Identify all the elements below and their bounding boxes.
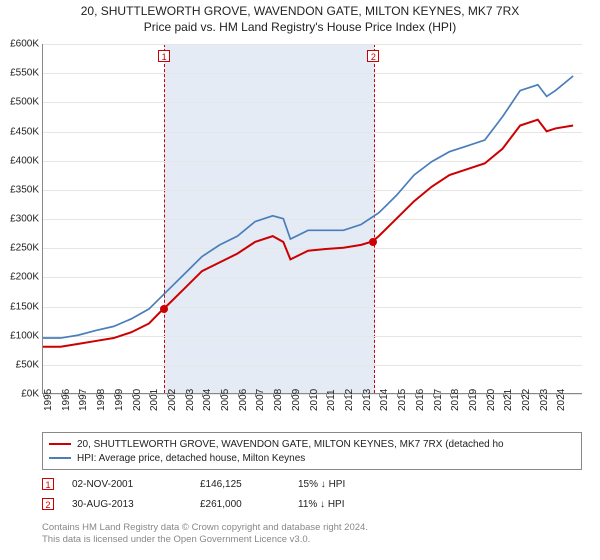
- x-tick-label: 1998: [96, 389, 107, 411]
- y-tick-label: £50K: [16, 359, 43, 370]
- sales-date: 02-NOV-2001: [72, 479, 182, 490]
- x-tick-label: 2010: [309, 389, 320, 411]
- x-tick-label: 2006: [238, 389, 249, 411]
- x-tick-label: 2012: [344, 389, 355, 411]
- y-tick-label: £550K: [10, 68, 43, 79]
- x-tick-label: 2008: [273, 389, 284, 411]
- x-tick-label: 2007: [255, 389, 266, 411]
- x-tick-label: 2015: [397, 389, 408, 411]
- footer-attribution: Contains HM Land Registry data © Crown c…: [42, 522, 582, 546]
- sales-row-2: 2 30-AUG-2013 £261,000 11% ↓ HPI: [42, 494, 582, 514]
- y-tick-label: £0K: [21, 389, 43, 400]
- legend-item-1: HPI: Average price, detached house, Milt…: [49, 451, 575, 465]
- legend-label: HPI: Average price, detached house, Milt…: [77, 453, 305, 464]
- legend-swatch: [49, 443, 71, 445]
- y-tick-label: £400K: [10, 155, 43, 166]
- x-tick-label: 1997: [78, 389, 89, 411]
- x-tick-label: 2019: [468, 389, 479, 411]
- title-line-2: Price paid vs. HM Land Registry's House …: [0, 20, 600, 34]
- sales-diff: 15% ↓ HPI: [298, 479, 398, 490]
- series-price_paid: [43, 120, 573, 347]
- price-chart: £0K£50K£100K£150K£200K£250K£300K£350K£40…: [42, 44, 582, 394]
- sales-price: £146,125: [200, 479, 280, 490]
- sales-table: 1 02-NOV-2001 £146,125 15% ↓ HPI 2 30-AUG-201…: [42, 474, 582, 514]
- y-tick-label: £300K: [10, 214, 43, 225]
- footer-line-1: Contains HM Land Registry data © Crown c…: [42, 522, 582, 534]
- x-tick-label: 2021: [503, 389, 514, 411]
- x-tick-label: 2000: [132, 389, 143, 411]
- legend-swatch: [49, 457, 71, 459]
- legend-item-0: 20, SHUTTLEWORTH GROVE, WAVENDON GATE, M…: [49, 437, 575, 451]
- x-tick-label: 2002: [167, 389, 178, 411]
- sales-diff: 11% ↓ HPI: [298, 499, 398, 510]
- x-tick-label: 2023: [539, 389, 550, 411]
- y-tick-label: £600K: [10, 39, 43, 50]
- title-line-1: 20, SHUTTLEWORTH GROVE, WAVENDON GATE, M…: [0, 4, 600, 18]
- sales-marker-icon: 1: [42, 478, 54, 490]
- footer-line-2: This data is licensed under the Open Gov…: [42, 534, 582, 546]
- x-tick-label: 2020: [486, 389, 497, 411]
- x-tick-label: 2001: [149, 389, 160, 411]
- x-tick-label: 2017: [433, 389, 444, 411]
- y-tick-label: £450K: [10, 126, 43, 137]
- y-tick-label: £200K: [10, 272, 43, 283]
- y-tick-label: £350K: [10, 184, 43, 195]
- x-tick-label: 2024: [556, 389, 567, 411]
- x-tick-label: 1996: [61, 389, 72, 411]
- x-tick-label: 2004: [202, 389, 213, 411]
- legend-label: 20, SHUTTLEWORTH GROVE, WAVENDON GATE, M…: [77, 439, 504, 450]
- y-tick-label: £500K: [10, 97, 43, 108]
- x-tick-label: 2009: [291, 389, 302, 411]
- sales-price: £261,000: [200, 499, 280, 510]
- y-tick-label: £250K: [10, 243, 43, 254]
- sale-marker-2: 2: [367, 50, 379, 62]
- y-tick-label: £100K: [10, 330, 43, 341]
- chart-lines: [43, 44, 582, 393]
- x-tick-label: 2003: [185, 389, 196, 411]
- x-tick-label: 2014: [379, 389, 390, 411]
- x-tick-label: 2022: [521, 389, 532, 411]
- sales-marker-icon: 2: [42, 498, 54, 510]
- sales-date: 30-AUG-2013: [72, 499, 182, 510]
- x-tick-label: 2016: [415, 389, 426, 411]
- sale-point-1: [160, 305, 168, 313]
- series-hpi: [43, 76, 573, 338]
- y-tick-label: £150K: [10, 301, 43, 312]
- x-tick-label: 2005: [220, 389, 231, 411]
- x-tick-label: 2018: [450, 389, 461, 411]
- x-tick-label: 1999: [114, 389, 125, 411]
- sale-marker-1: 1: [158, 50, 170, 62]
- sales-row-1: 1 02-NOV-2001 £146,125 15% ↓ HPI: [42, 474, 582, 494]
- x-tick-label: 1995: [43, 389, 54, 411]
- x-tick-label: 2013: [362, 389, 373, 411]
- x-tick-label: 2011: [326, 389, 337, 411]
- chart-legend: 20, SHUTTLEWORTH GROVE, WAVENDON GATE, M…: [42, 432, 582, 470]
